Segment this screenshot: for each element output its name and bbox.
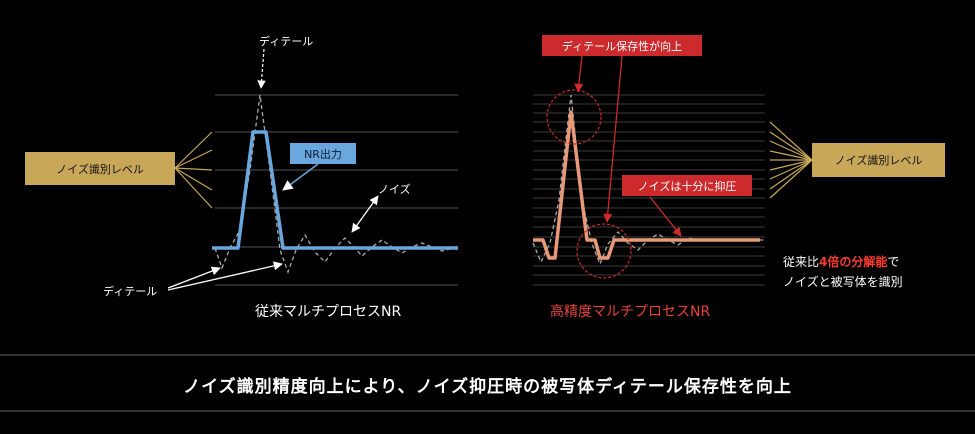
right-nr-output bbox=[533, 110, 760, 260]
arrow-detail-preserve-b bbox=[603, 55, 623, 223]
detail-highlight-circle bbox=[546, 89, 602, 145]
arrow-detail-bottom-b bbox=[167, 261, 283, 291]
left-nr-output bbox=[212, 130, 458, 250]
left-grid bbox=[215, 94, 458, 286]
right-noise-level-box: ノイズ識別レベル bbox=[812, 143, 945, 177]
arrow-detail-top bbox=[257, 48, 266, 89]
resolution-note-line1: 従来比4倍の分解能で bbox=[783, 252, 903, 272]
right-panel-title: 高精度マルチプロセスNR bbox=[550, 304, 711, 320]
resolution-note-line2: ノイズと被写体を識別 bbox=[783, 275, 903, 289]
right-level-fan bbox=[769, 121, 813, 199]
note-prefix: 従来比 bbox=[783, 255, 820, 269]
arrow-noise-a bbox=[351, 195, 379, 233]
noise-suppressed-badge: ノイズは十分に抑圧 bbox=[622, 175, 752, 196]
noise-highlight-circle bbox=[576, 223, 632, 279]
left-level-fan bbox=[174, 131, 213, 209]
arrow-nr-output bbox=[282, 163, 319, 191]
label-detail-bottom: ディテール bbox=[103, 285, 158, 298]
resolution-note: 従来比4倍の分解能で ノイズと被写体を識別 bbox=[783, 252, 903, 292]
label-noise: ノイズ bbox=[378, 183, 411, 196]
nr-output-badge: NR出力 bbox=[290, 143, 356, 164]
footer-caption: ノイズ識別精度向上により、ノイズ抑圧時の被写体ディテール保存性を向上 bbox=[183, 377, 792, 397]
left-original-signal bbox=[214, 94, 459, 274]
arrow-detail-preserve-a bbox=[574, 55, 584, 93]
detail-preserve-badge: ディテール保存性が向上 bbox=[542, 35, 702, 56]
note-highlight: 4倍の分解能 bbox=[819, 255, 888, 269]
note-suffix: で bbox=[887, 255, 900, 269]
arrow-detail-bottom-a bbox=[167, 266, 221, 289]
left-noise-level-box: ノイズ識別レベル bbox=[25, 152, 175, 185]
arrow-noise-suppressed bbox=[649, 196, 682, 237]
left-panel-title: 従来マルチプロセスNR bbox=[255, 304, 402, 320]
label-detail-top: ディテール bbox=[259, 35, 314, 48]
